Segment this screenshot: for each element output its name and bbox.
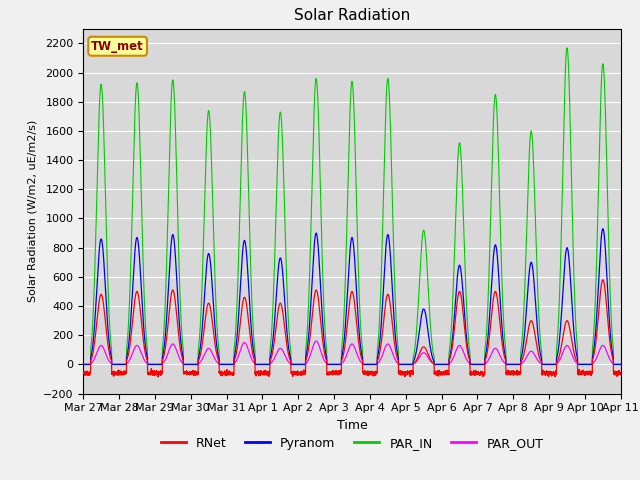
X-axis label: Time: Time xyxy=(337,419,367,432)
Title: Solar Radiation: Solar Radiation xyxy=(294,9,410,24)
Legend: RNet, Pyranom, PAR_IN, PAR_OUT: RNet, Pyranom, PAR_IN, PAR_OUT xyxy=(156,432,548,455)
Y-axis label: Solar Radiation (W/m2, uE/m2/s): Solar Radiation (W/m2, uE/m2/s) xyxy=(28,120,37,302)
Text: TW_met: TW_met xyxy=(92,40,144,53)
